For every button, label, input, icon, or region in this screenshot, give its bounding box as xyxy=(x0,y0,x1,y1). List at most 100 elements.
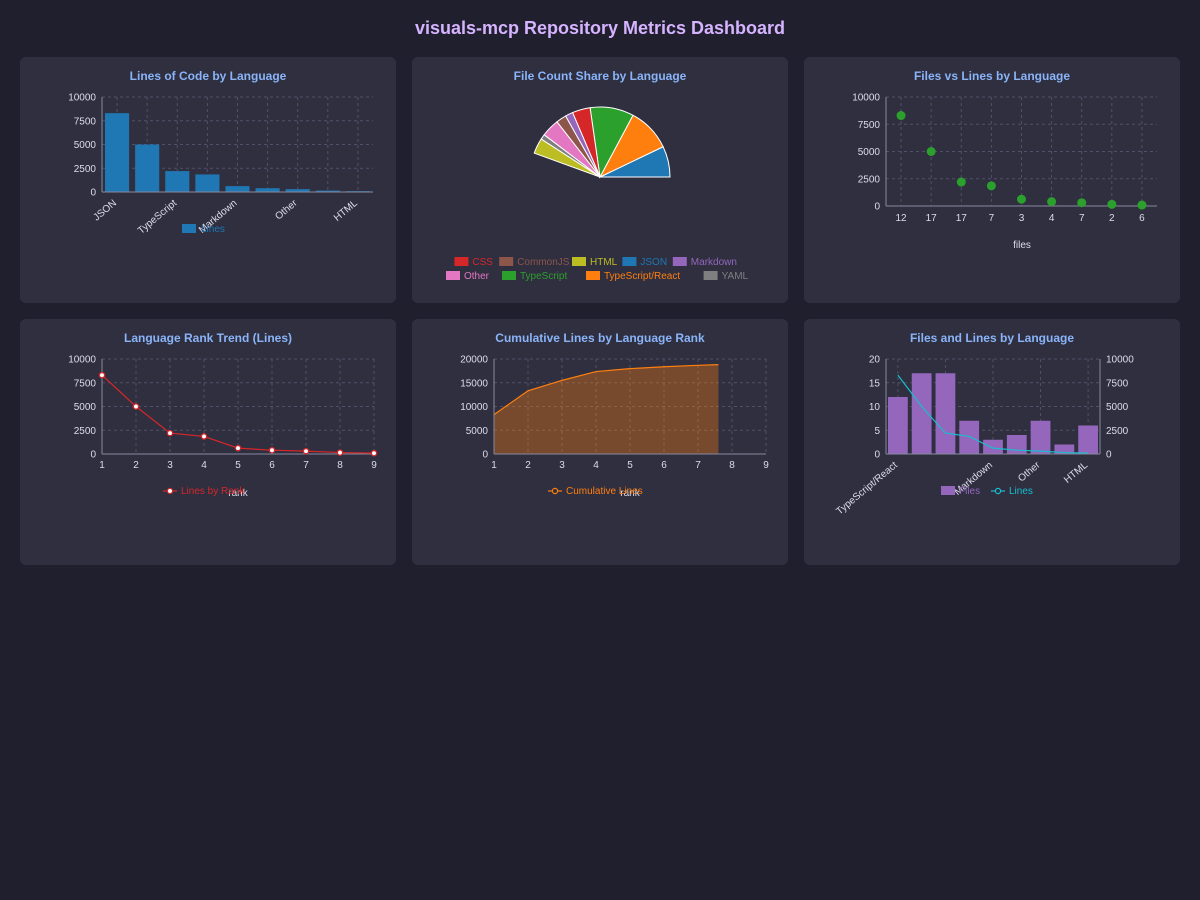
x-tick-label: 8 xyxy=(729,460,735,471)
bar-files-markdown xyxy=(983,439,1003,454)
y-tick-label: 0 xyxy=(482,450,488,461)
legend-swatch-typescript-react xyxy=(586,271,600,280)
x-tick-label: TypeScript/React xyxy=(834,460,900,518)
y-tick-label: 10000 xyxy=(68,355,96,366)
bar-css xyxy=(195,174,220,192)
files-vs-lines-scatter-chart: 0 2500 5000 7500 10000 12 17 17 7 3 4 7 2 6 files xyxy=(852,93,1157,251)
x-tick-label: 12 xyxy=(895,213,907,224)
card-title: Cumulative Lines by Language Rank xyxy=(495,331,705,345)
y2-tick-label: 2500 xyxy=(1106,426,1129,437)
x-tick-label: 4 xyxy=(1049,213,1055,224)
x-axis-title: rank xyxy=(228,488,248,499)
file-share-card: File Count Share by Language CSS CommonJS… xyxy=(412,57,788,303)
bar-files-typescript xyxy=(935,373,956,454)
series-line-lines xyxy=(897,374,1089,454)
line-point xyxy=(132,403,140,410)
legend-label: TypeScript xyxy=(520,271,567,282)
y2-tick-label: 5000 xyxy=(1106,402,1129,413)
scatter-point xyxy=(986,181,996,191)
scatter-point xyxy=(1137,200,1147,210)
x-tick-label: 9 xyxy=(763,460,769,471)
x-tick-label: 3 xyxy=(167,460,173,471)
x-tick-label: 2 xyxy=(1109,213,1115,224)
y-tick-label: 10000 xyxy=(852,93,880,104)
bar-typescript-react xyxy=(135,144,160,192)
x-tick-label: 3 xyxy=(1019,213,1025,224)
legend-label: CommonJS xyxy=(517,257,570,268)
files-and-lines-combo-chart: 0 5 10 15 20 0 2500 5000 7500 10000 TypeScript/Rea… xyxy=(834,355,1134,518)
y-tick-label: 2500 xyxy=(74,164,97,175)
legend-label: YAML xyxy=(722,271,749,282)
legend-label-lines-by-rank: Lines by Rank xyxy=(181,486,245,497)
bar-files-typescript-react xyxy=(888,397,908,454)
legend-label-lines: Lines xyxy=(1009,486,1033,497)
line-point xyxy=(370,449,378,457)
legend-label: Other xyxy=(464,271,490,282)
scatter-point xyxy=(926,147,936,156)
x-tick-label: 2 xyxy=(133,460,139,471)
bar-files-json xyxy=(911,373,932,454)
x-tick-label: 7 xyxy=(695,460,701,471)
area-line-cumulative-lines xyxy=(493,364,719,416)
y-tick-label: 0 xyxy=(90,450,96,461)
legend-swatch-lines xyxy=(182,224,196,233)
bar-typescript xyxy=(165,171,190,192)
y-tick-label: 0 xyxy=(90,188,96,199)
line-point xyxy=(200,433,208,440)
card-title: Lines of Code by Language xyxy=(129,69,287,83)
y-tick-label: 2500 xyxy=(858,174,881,185)
legend-label: JSON xyxy=(640,257,667,268)
scatter-point xyxy=(1077,198,1087,208)
x-tick-label: 8 xyxy=(337,460,343,471)
scatter-point xyxy=(1107,199,1117,209)
bar-markdown xyxy=(225,186,250,192)
card-title: Language Rank Trend (Lines) xyxy=(123,331,293,345)
scatter-point xyxy=(896,111,906,121)
legend-swatch-yaml xyxy=(703,271,718,280)
line-point xyxy=(166,429,174,437)
legend-label: CSS xyxy=(472,257,493,268)
cumulative-lines-area-chart: 0 5000 10000 15000 20000 1 2 3 4 5 6 7 8 9 rankCumulat… xyxy=(460,355,769,500)
legend-swatch-json xyxy=(622,257,637,266)
x-tick-label: 7 xyxy=(1079,213,1085,224)
y-tick-label: 2500 xyxy=(74,426,97,437)
card-title: Files and Lines by Language xyxy=(909,331,1075,345)
legend-swatch-markdown xyxy=(672,257,687,266)
line-point xyxy=(336,449,344,456)
y-tick-label: 7500 xyxy=(858,120,881,131)
y-tick-label: 7500 xyxy=(74,378,97,389)
y-tick-label: 20 xyxy=(869,355,881,366)
x-tick-label: HTML xyxy=(1062,460,1090,486)
x-tick-label: 4 xyxy=(593,460,599,471)
bar-files-commonjs xyxy=(1006,435,1027,454)
bar-files-other xyxy=(1030,420,1051,454)
x-tick-label: 5 xyxy=(627,460,633,471)
x-tick-label: 7 xyxy=(989,213,995,224)
x-tick-label: 17 xyxy=(926,213,938,224)
y2-tick-label: 10000 xyxy=(1106,355,1134,366)
y-tick-label: 5 xyxy=(874,426,880,437)
bar-json xyxy=(105,113,130,192)
pie-slice-html xyxy=(533,138,601,178)
y-tick-label: 5000 xyxy=(858,147,881,158)
legend-swatch-files xyxy=(941,486,955,495)
page-title: visuals-mcp Repository Metrics Dashboard xyxy=(414,18,786,38)
legend-swatch-html xyxy=(572,257,586,266)
x-tick-label: 6 xyxy=(1139,213,1145,224)
y-tick-label: 0 xyxy=(874,450,880,461)
y-tick-label: 5000 xyxy=(74,140,97,151)
x-tick-label: JSON xyxy=(91,198,119,224)
y-tick-label: 20000 xyxy=(460,355,488,366)
x-tick-label: 7 xyxy=(303,460,309,471)
scatter-point xyxy=(956,177,966,187)
bar-commonjs xyxy=(315,190,340,192)
legend-label-cumulative-lines: Cumulative Lines xyxy=(566,486,643,497)
legend-marker-cumulative-lines xyxy=(551,487,559,495)
legend-label-lines: Lines xyxy=(201,224,225,235)
legend-swatch-css xyxy=(454,257,469,266)
bar-other xyxy=(285,189,310,192)
legend-label: TypeScript/React xyxy=(604,271,680,282)
y-tick-label: 15000 xyxy=(460,378,488,389)
bar-yaml xyxy=(255,188,280,192)
